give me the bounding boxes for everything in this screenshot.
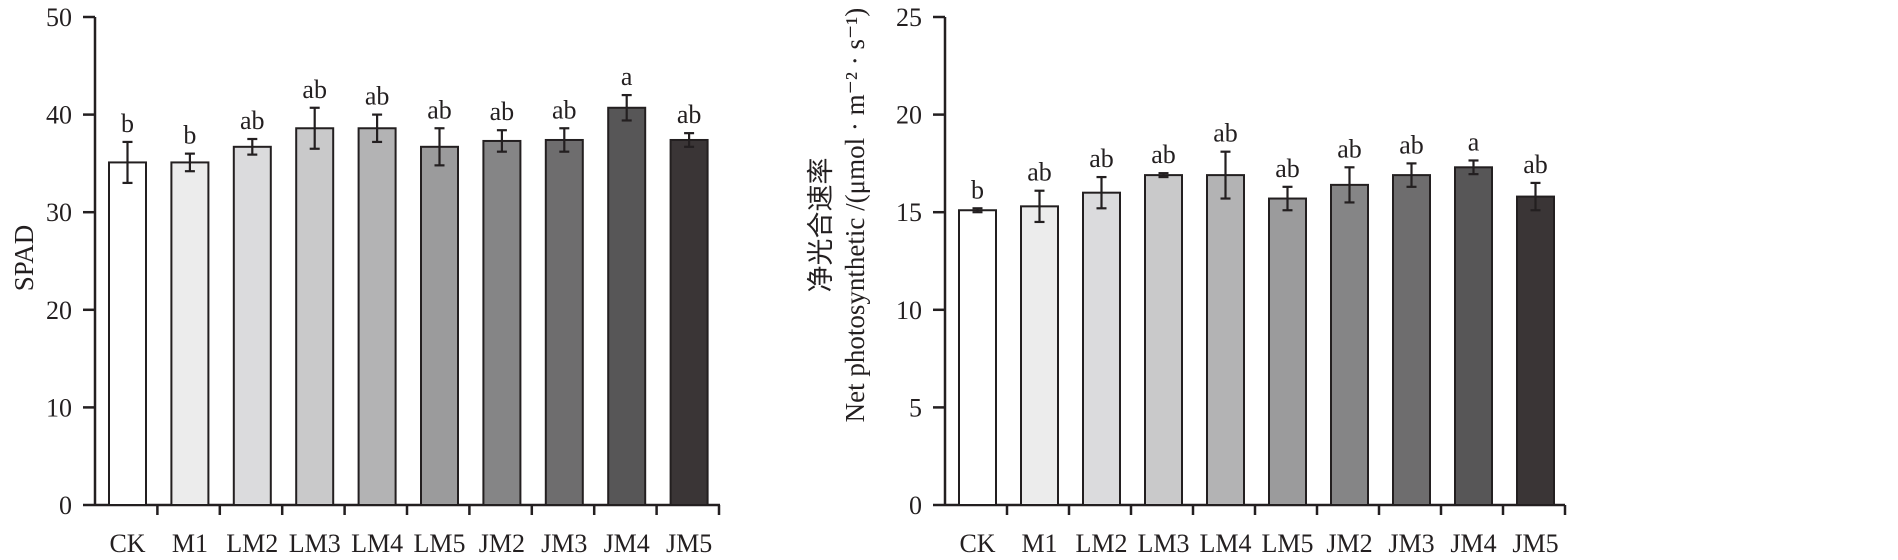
x-tick-label: CK [109,529,145,558]
significance-label: ab [1213,119,1238,148]
significance-label: ab [490,97,515,126]
bar-lm4 [357,127,397,506]
significance-label: ab [240,106,265,135]
y-tick-label: 5 [909,393,922,422]
bar-ck [108,161,147,506]
x-tick-label: JM2 [479,529,525,558]
y-tick-label: 0 [909,491,922,520]
x-tick-label: LM5 [1262,529,1314,558]
y-tick-label: 0 [59,491,72,520]
bar-lm4 [1206,174,1245,506]
bar-m1 [170,161,210,506]
x-tick-label: JM2 [1326,529,1372,558]
significance-label: b [971,175,984,204]
bar-jm5 [1516,195,1555,506]
significance-label: ab [1337,134,1362,163]
x-tick-label: JM4 [604,529,650,558]
significance-label: ab [1089,144,1114,173]
significance-label: ab [365,82,390,111]
y-tick-label: 30 [46,198,72,227]
y-tick-label: 40 [46,101,72,130]
bar-jm3 [544,138,584,506]
bar-lm3 [295,127,335,506]
significance-label: ab [1027,158,1052,187]
y-tick-label: 50 [46,3,72,32]
x-tick-label: LM2 [1076,529,1128,558]
bar-jm2 [1330,183,1369,506]
y-tick-label: 20 [46,296,72,325]
significance-label: ab [302,75,327,104]
bar-ck [958,209,997,507]
x-tick-label: LM5 [414,529,466,558]
y-tick-label: 15 [896,198,922,227]
bar-jm2 [482,139,522,506]
bar-lm3 [1144,174,1183,506]
significance-label: ab [677,100,702,129]
bar-jm4 [1454,166,1493,507]
bar-jm3 [1392,174,1431,506]
x-tick-label: JM3 [541,529,587,558]
y-axis-title: SPAD [9,225,39,292]
significance-label: ab [427,95,452,124]
x-tick-label: LM4 [1200,529,1252,558]
x-tick-label: JM4 [1450,529,1496,558]
significance-label: ab [1151,140,1176,169]
y-axis-title-en: Net photosynthetic /(μmol · m⁻² · s⁻¹) [840,8,870,423]
bar-jm5 [669,138,709,506]
x-tick-label: JM5 [666,529,712,558]
significance-label: ab [552,95,577,124]
x-tick-label: JM5 [1512,529,1558,558]
significance-label: ab [1275,154,1300,183]
significance-label: b [121,109,134,138]
y-tick-label: 10 [896,296,922,325]
bar-lm5 [420,145,459,506]
net-photosynthetic-panel: 0 5 10 15 20 25 b CK ab M1 ab LM2 ab LM3 ab LM4 ab LM5 ab J… [806,3,1567,558]
y-tick-label: 10 [46,393,72,422]
significance-label: a [621,62,633,91]
bar-m1 [1020,205,1059,506]
bar-lm2 [232,145,272,506]
x-tick-label: LM4 [351,529,403,558]
x-tick-label: CK [959,529,995,558]
bar-jm4 [607,106,647,506]
spad-panel: 0 10 20 30 40 50 b CK b M1 ab LM2 ab LM3 ab LM4 ab LM5 ab J… [9,3,721,558]
y-tick-label: 25 [896,3,922,32]
x-tick-label: LM3 [1138,529,1190,558]
significance-label: ab [1399,130,1424,159]
y-axis-title-cn: 净光合速率 [806,158,836,293]
x-tick-label: M1 [1021,529,1057,558]
bar-lm5 [1268,197,1307,506]
x-tick-label: LM3 [289,529,341,558]
x-tick-label: JM3 [1388,529,1434,558]
x-tick-label: M1 [172,529,208,558]
x-tick-label: LM2 [226,529,278,558]
significance-label: a [1468,127,1480,156]
bar-lm2 [1082,191,1121,506]
y-tick-label: 20 [896,101,922,130]
significance-label: b [183,121,196,150]
significance-label: ab [1523,150,1548,179]
